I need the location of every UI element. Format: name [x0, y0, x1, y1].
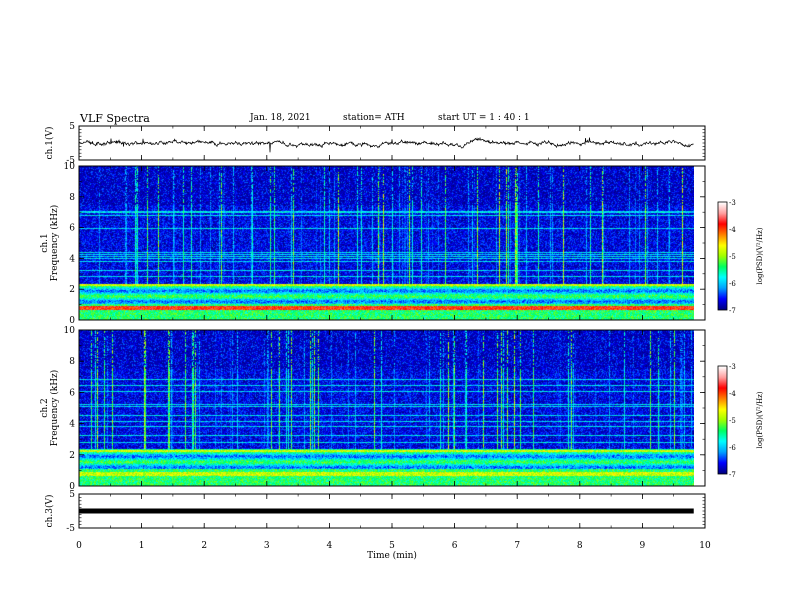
colorbar-ch1 [718, 202, 727, 310]
panel-ylabel-channel: ch.1 [40, 233, 50, 252]
panel-ylabel: ch.1(V) [44, 127, 55, 160]
x-tick-label: 2 [201, 541, 207, 551]
x-tick-label: 1 [139, 541, 145, 551]
ch1-waveform-line [78, 136, 694, 153]
colorbar-label: log(PSD)(V²/Hz) [756, 227, 764, 284]
y-tick-label: 4 [69, 254, 75, 264]
station-label: station= ATH [343, 113, 405, 123]
x-tick-label: 10 [699, 541, 711, 551]
colorbar-frame [717, 365, 728, 475]
y-tick-label: 0 [69, 316, 75, 326]
x-tick-label: 5 [389, 541, 395, 551]
colorbar-ch2 [718, 366, 727, 474]
x-axis-label: Time (min) [367, 550, 417, 561]
x-tick-label: 8 [577, 541, 583, 551]
colorbar-tick-label: -7 [729, 471, 736, 479]
y-tick-label: 2 [69, 285, 75, 295]
y-tick-label: 2 [69, 451, 75, 461]
x-tick-label: 4 [327, 541, 333, 551]
colorbar-label: log(PSD)(V²/Hz) [756, 391, 764, 448]
y-tick-label: 6 [69, 388, 75, 398]
y-tick-label: 4 [69, 420, 75, 430]
spectrogram-ch1 [79, 166, 694, 320]
panel-ylabel-channel: ch.2 [40, 398, 50, 417]
chart-marks: -3 -4 -5 -6 -7 log(PSD)(V²/Hz) -3 -4 -5 -6 -7 log(P… [40, 122, 764, 561]
panel-ylabel-frequency: Frequency (kHz) [49, 370, 60, 447]
y-tick-label: 6 [69, 224, 75, 234]
y-tick-label: 0 [69, 482, 75, 492]
colorbar-tick-label: -4 [729, 390, 736, 398]
colorbar-tick-label: -7 [729, 307, 736, 315]
y-tick-label: 5 [69, 122, 75, 132]
x-tick-label: 0 [76, 541, 82, 551]
x-tick-label: 6 [452, 541, 458, 551]
colorbar-tick-label: -4 [729, 226, 736, 234]
panel-ylabel: ch.3(V) [44, 495, 55, 528]
panel-frame-1 [78, 125, 706, 161]
y-tick-label: -5 [66, 156, 75, 166]
x-tick-label: 7 [514, 541, 520, 551]
y-tick-label: -5 [66, 524, 75, 534]
colorbar-tick-label: -6 [729, 444, 736, 452]
colorbar-tick-label: -3 [729, 199, 736, 207]
y-tick-label: 10 [64, 326, 76, 336]
colorbar-tick-label: -5 [729, 417, 736, 425]
colorbar-frame [717, 201, 728, 311]
colorbar-tick-label: -5 [729, 253, 736, 261]
colorbar-tick-label: -6 [729, 280, 736, 288]
colorbar-tick-label: -3 [729, 363, 736, 371]
y-tick-label: 8 [69, 193, 75, 203]
spectrogram-images [79, 166, 727, 486]
start-time-label: start UT = 1 : 40 : 1 [438, 113, 530, 123]
y-tick-label: 8 [69, 357, 75, 367]
date-label: Jan. 18, 2021 [250, 113, 311, 123]
chart-title: VLF Spectra [80, 112, 150, 125]
spectrogram-ch2 [79, 330, 694, 486]
x-tick-label: 9 [640, 541, 646, 551]
y-tick-label: 10 [64, 162, 76, 172]
panel-ylabel-frequency: Frequency (kHz) [49, 205, 60, 282]
y-tick-label: 5 [69, 490, 75, 500]
x-tick-label: 3 [264, 541, 270, 551]
